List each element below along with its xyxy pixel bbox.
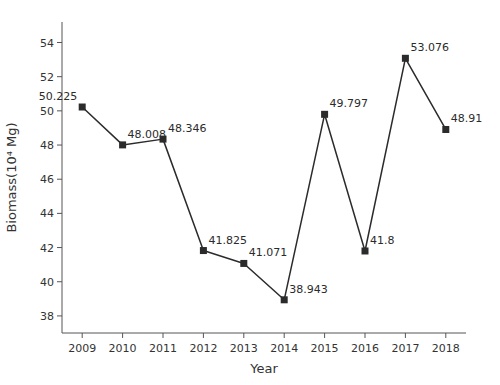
data-marker (119, 141, 126, 148)
y-tick-label: 42 (40, 242, 54, 255)
x-tick-label: 2012 (189, 342, 217, 355)
x-tick (163, 333, 164, 338)
y-axis-label: Biomass(10⁴ Mg) (4, 122, 19, 232)
x-tick-label: 2010 (109, 342, 137, 355)
x-tick (365, 333, 366, 338)
y-tick (57, 315, 62, 316)
x-tick (82, 333, 83, 338)
data-label: 38.943 (289, 283, 328, 296)
y-tick-label: 54 (40, 37, 54, 50)
data-marker (240, 260, 247, 267)
data-marker (442, 126, 449, 133)
y-tick (57, 145, 62, 146)
x-axis-label: Year (249, 361, 278, 376)
data-marker (79, 104, 86, 111)
x-tick (445, 333, 446, 338)
y-tick (57, 281, 62, 282)
y-tick-label: 40 (40, 276, 54, 289)
x-tick (324, 333, 325, 338)
data-label: 48.008 (128, 128, 167, 141)
plot-area (79, 55, 450, 304)
y-tick (57, 110, 62, 111)
x-tick-label: 2013 (230, 342, 258, 355)
data-marker (402, 55, 409, 62)
data-marker (362, 247, 369, 254)
x-tick-label: 2017 (391, 342, 419, 355)
x-tick-label: 2015 (311, 342, 339, 355)
data-label: 53.076 (410, 41, 449, 54)
x-tick (284, 333, 285, 338)
x-tick (203, 333, 204, 338)
x-tick-label: 2011 (149, 342, 177, 355)
data-marker (281, 296, 288, 303)
y-tick (57, 179, 62, 180)
chart-svg: 2009 2010 2011 2012 2013 2014 2015 2016 2017 2018… (0, 0, 500, 385)
x-tick-label: 2014 (270, 342, 298, 355)
x-tick (405, 333, 406, 338)
data-label: 41.825 (208, 234, 247, 247)
y-tick (57, 213, 62, 214)
data-label: 41.071 (249, 246, 287, 259)
y-tick-label: 46 (40, 173, 54, 186)
data-marker (200, 247, 207, 254)
data-line (82, 58, 446, 300)
y-tick (57, 76, 62, 77)
y-tick-label: 48 (40, 139, 54, 152)
x-tick (122, 333, 123, 338)
x-tick-label: 2016 (351, 342, 379, 355)
y-tick-label: 50 (40, 105, 54, 118)
y-tick-label: 52 (40, 71, 54, 84)
x-tick-label: 2018 (432, 342, 460, 355)
data-label: 41.8 (370, 234, 395, 247)
y-tick (57, 247, 62, 248)
data-label: 50.225 (39, 90, 78, 103)
y-tick (57, 42, 62, 43)
data-label: 48.346 (168, 122, 207, 135)
data-marker (321, 111, 328, 118)
data-label: 49.797 (330, 97, 369, 110)
y-tick-label: 38 (40, 310, 54, 323)
x-tick (243, 333, 244, 338)
y-tick-label: 44 (40, 207, 54, 220)
x-tick-label: 2009 (68, 342, 96, 355)
y-axis-line (62, 22, 63, 333)
data-label: 48.91 (451, 112, 483, 125)
chart-container: 2009 2010 2011 2012 2013 2014 2015 2016 2017 2018… (0, 0, 500, 385)
